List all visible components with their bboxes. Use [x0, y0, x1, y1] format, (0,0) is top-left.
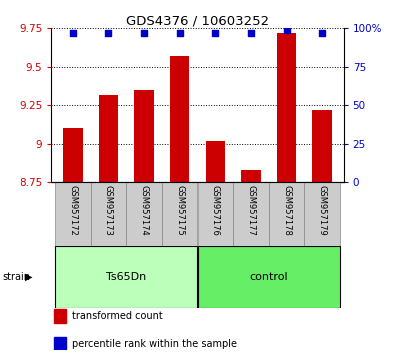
Bar	[198, 246, 340, 308]
Title: GDS4376 / 10603252: GDS4376 / 10603252	[126, 14, 269, 27]
Bar	[277, 33, 296, 182]
Point	[284, 27, 290, 33]
Bar	[126, 182, 162, 246]
Bar	[54, 309, 66, 323]
Text: transformed count: transformed count	[72, 311, 163, 321]
Bar	[162, 182, 198, 246]
Point	[177, 30, 183, 36]
Text: GSM957177: GSM957177	[246, 185, 256, 236]
Text: GSM957176: GSM957176	[211, 185, 220, 236]
Point	[105, 30, 111, 36]
Bar	[54, 337, 66, 350]
Bar	[90, 182, 126, 246]
Bar	[312, 110, 332, 182]
Text: strain: strain	[2, 272, 30, 282]
Bar	[55, 246, 198, 308]
Text: percentile rank within the sample: percentile rank within the sample	[72, 338, 237, 349]
Point	[141, 30, 147, 36]
Text: control: control	[250, 272, 288, 282]
Text: GSM957175: GSM957175	[175, 185, 184, 236]
Text: ▶: ▶	[24, 272, 32, 282]
Text: Ts65Dn: Ts65Dn	[106, 272, 146, 282]
Bar	[63, 129, 83, 182]
Point	[212, 30, 218, 36]
Bar	[269, 182, 305, 246]
Bar	[205, 141, 225, 182]
Bar	[233, 182, 269, 246]
Text: GSM957172: GSM957172	[68, 185, 77, 236]
Text: GSM957179: GSM957179	[318, 185, 327, 236]
Bar	[170, 56, 190, 182]
Bar	[241, 170, 261, 182]
Bar	[198, 182, 233, 246]
Point	[248, 30, 254, 36]
Text: GSM957173: GSM957173	[104, 185, 113, 236]
Text: GSM957178: GSM957178	[282, 185, 291, 236]
Text: GSM957174: GSM957174	[139, 185, 149, 236]
Bar	[134, 90, 154, 182]
Point	[319, 30, 325, 36]
Point	[70, 30, 76, 36]
Bar	[305, 182, 340, 246]
Bar	[55, 182, 90, 246]
Bar	[99, 95, 118, 182]
